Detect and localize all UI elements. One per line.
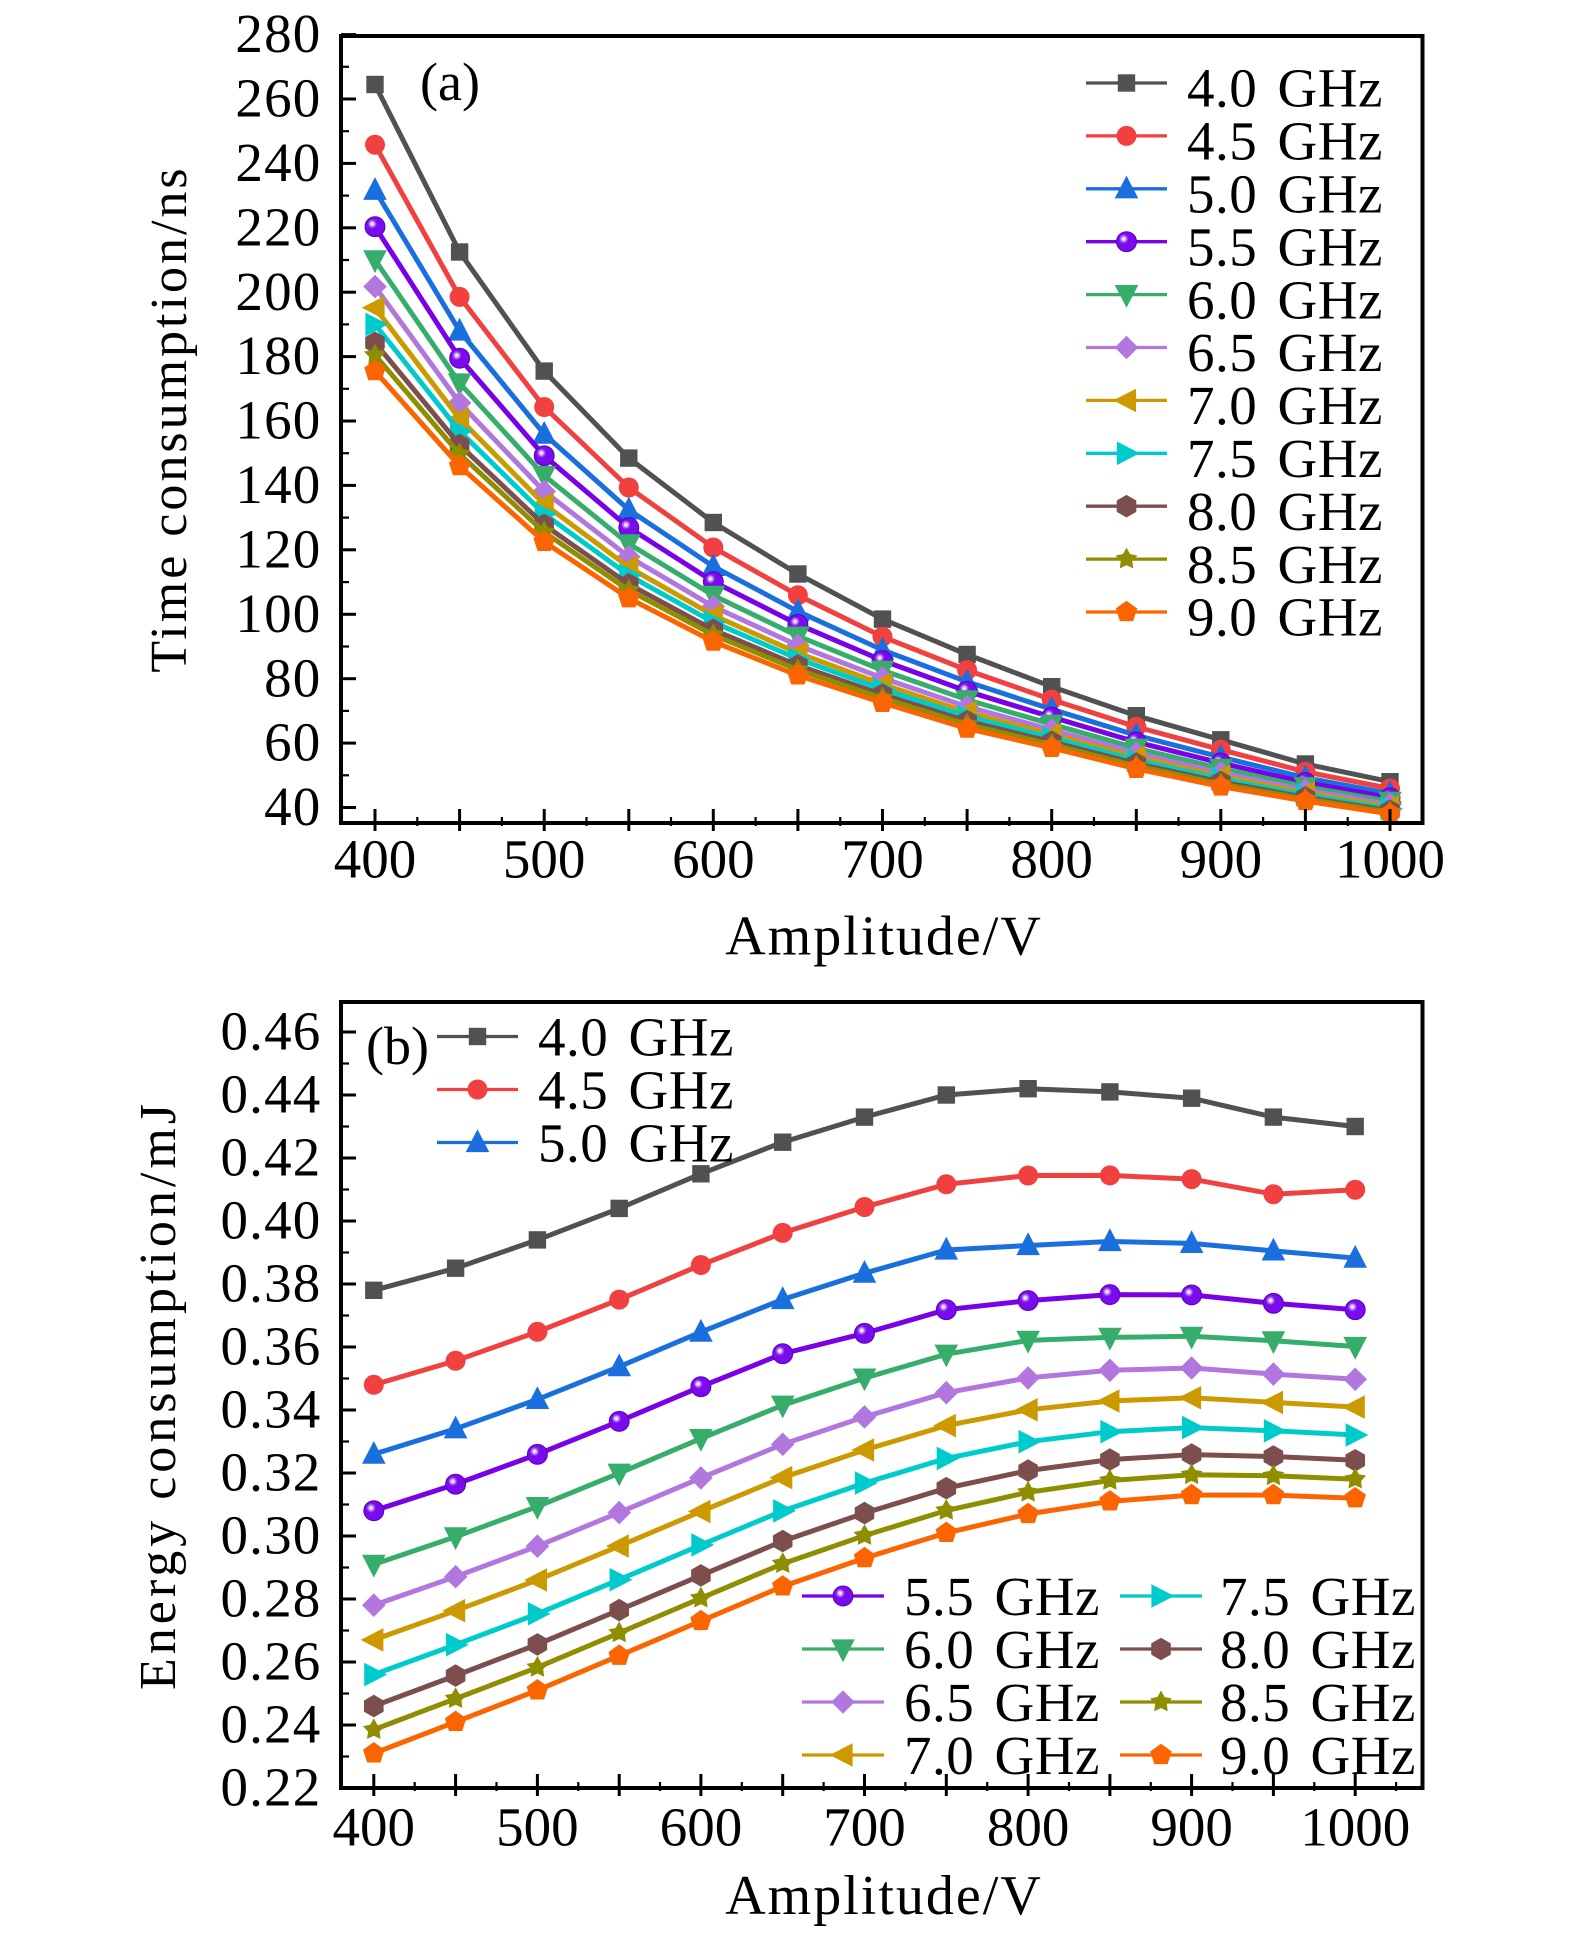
svg-text:80: 80 (264, 647, 321, 708)
svg-text:700: 700 (841, 829, 924, 890)
svg-text:400: 400 (333, 1797, 416, 1858)
svg-text:180: 180 (235, 325, 321, 386)
svg-text:6.0 GHz: 6.0 GHz (904, 1619, 1100, 1680)
svg-text:7.5 GHz: 7.5 GHz (1220, 1566, 1416, 1627)
svg-text:0.36: 0.36 (220, 1316, 321, 1377)
svg-text:240: 240 (235, 132, 321, 193)
svg-text:Amplitude/V: Amplitude/V (725, 906, 1043, 968)
svg-text:4.0 GHz: 4.0 GHz (1187, 58, 1383, 119)
svg-text:200: 200 (235, 261, 321, 322)
svg-text:5.0 GHz: 5.0 GHz (538, 1113, 734, 1174)
svg-text:900: 900 (1150, 1797, 1233, 1858)
svg-text:800: 800 (1010, 829, 1093, 890)
svg-text:4.0 GHz: 4.0 GHz (538, 1007, 734, 1068)
svg-text:500: 500 (496, 1797, 579, 1858)
svg-text:6.0 GHz: 6.0 GHz (1187, 269, 1383, 330)
svg-text:800: 800 (987, 1797, 1070, 1858)
svg-text:4.5 GHz: 4.5 GHz (538, 1060, 734, 1121)
svg-text:0.42: 0.42 (220, 1127, 321, 1188)
svg-text:120: 120 (235, 518, 321, 579)
svg-text:9.0 GHz: 9.0 GHz (1187, 587, 1383, 648)
svg-text:140: 140 (235, 454, 321, 515)
svg-text:0.22: 0.22 (220, 1757, 321, 1818)
svg-text:Energy consumption/mJ: Energy consumption/mJ (130, 1100, 187, 1690)
svg-text:60: 60 (264, 712, 321, 773)
svg-text:0.44: 0.44 (220, 1064, 321, 1125)
svg-text:(a): (a) (420, 52, 480, 112)
svg-text:500: 500 (503, 829, 586, 890)
svg-text:5.0 GHz: 5.0 GHz (1187, 164, 1383, 225)
svg-text:(b): (b) (366, 1016, 429, 1076)
svg-text:600: 600 (672, 829, 755, 890)
svg-text:260: 260 (235, 68, 321, 129)
svg-text:5.5 GHz: 5.5 GHz (904, 1566, 1100, 1627)
svg-text:8.5 GHz: 8.5 GHz (1187, 534, 1383, 595)
svg-text:6.5 GHz: 6.5 GHz (904, 1672, 1100, 1733)
svg-text:900: 900 (1180, 829, 1263, 890)
svg-text:0.40: 0.40 (220, 1190, 321, 1251)
svg-text:0.24: 0.24 (220, 1694, 321, 1755)
svg-text:1000: 1000 (1335, 829, 1445, 890)
svg-text:7.5 GHz: 7.5 GHz (1187, 428, 1383, 489)
svg-text:7.0 GHz: 7.0 GHz (904, 1725, 1100, 1786)
svg-text:0.38: 0.38 (220, 1253, 321, 1314)
svg-text:0.26: 0.26 (220, 1631, 321, 1692)
svg-text:40: 40 (264, 776, 321, 837)
svg-text:5.5 GHz: 5.5 GHz (1187, 216, 1383, 277)
svg-text:600: 600 (660, 1797, 743, 1858)
svg-text:280: 280 (235, 3, 321, 64)
svg-text:9.0 GHz: 9.0 GHz (1220, 1725, 1416, 1786)
svg-text:8.0 GHz: 8.0 GHz (1187, 481, 1383, 542)
svg-text:400: 400 (334, 829, 417, 890)
svg-text:Amplitude/V: Amplitude/V (725, 1865, 1043, 1927)
svg-text:7.0 GHz: 7.0 GHz (1187, 375, 1383, 436)
svg-text:700: 700 (823, 1797, 906, 1858)
svg-text:0.28: 0.28 (220, 1568, 321, 1629)
svg-text:0.32: 0.32 (220, 1442, 321, 1503)
svg-text:160: 160 (235, 390, 321, 451)
svg-text:Time consumption/ns: Time consumption/ns (141, 165, 198, 672)
svg-text:220: 220 (235, 196, 321, 257)
svg-text:0.46: 0.46 (220, 1001, 321, 1062)
svg-text:1000: 1000 (1300, 1797, 1410, 1858)
svg-text:6.5 GHz: 6.5 GHz (1187, 322, 1383, 383)
svg-text:0.30: 0.30 (220, 1505, 321, 1566)
svg-text:0.34: 0.34 (220, 1379, 321, 1440)
svg-text:100: 100 (235, 583, 321, 644)
svg-text:8.0 GHz: 8.0 GHz (1220, 1619, 1416, 1680)
svg-text:8.5 GHz: 8.5 GHz (1220, 1672, 1416, 1733)
svg-text:4.5 GHz: 4.5 GHz (1187, 111, 1383, 172)
